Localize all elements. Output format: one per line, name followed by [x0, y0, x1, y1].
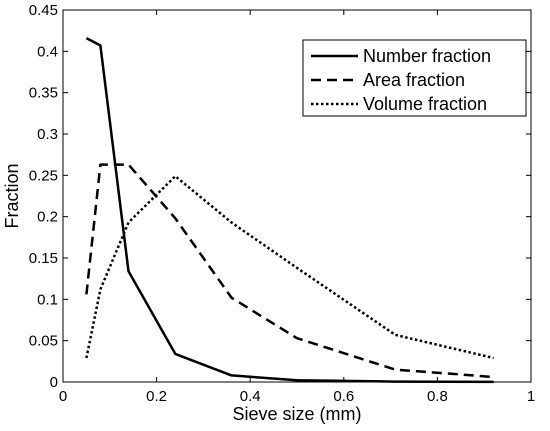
legend-label: Area fraction	[363, 70, 465, 90]
legend-label: Number fraction	[363, 46, 491, 66]
y-tick-label: 0.4	[37, 43, 58, 60]
series-line-dotted	[85, 174, 494, 360]
x-tick-label: 0	[59, 388, 67, 405]
x-tick-label: 0.8	[427, 388, 448, 405]
series-layer	[85, 36, 494, 384]
y-tick-label: 0.3	[37, 126, 58, 143]
axes-layer: 0 0.2 0.4 0.6 0.8 1 0 0.05 0.1 0.15 0.2 0.25 0.3 0.35…	[29, 2, 535, 405]
x-tick-label: 1	[527, 388, 535, 405]
y-tick-label: 0.15	[29, 250, 58, 267]
series-line-solid	[85, 36, 494, 384]
x-tick-label: 0.6	[333, 388, 354, 405]
legend: Number fraction Area fraction Volume fract…	[302, 39, 527, 117]
x-tick-label: 0.4	[240, 388, 261, 405]
y-tick-label: 0.2	[37, 209, 58, 226]
x-tick-label: 0.2	[146, 388, 167, 405]
legend-box	[302, 39, 527, 117]
legend-label: Volume fraction	[363, 94, 487, 114]
y-axis-label: Fraction	[2, 163, 22, 228]
y-tick-label: 0.05	[29, 333, 58, 350]
y-tick-label: 0.45	[29, 2, 58, 19]
series-line-dashed	[85, 163, 494, 379]
y-tick-label: 0.35	[29, 85, 58, 102]
y-tick-label: 0.25	[29, 167, 58, 184]
x-axis-label: Sieve size (mm)	[232, 404, 361, 424]
y-tick-label: 0	[50, 374, 58, 391]
y-tick-label: 0.1	[37, 291, 58, 308]
